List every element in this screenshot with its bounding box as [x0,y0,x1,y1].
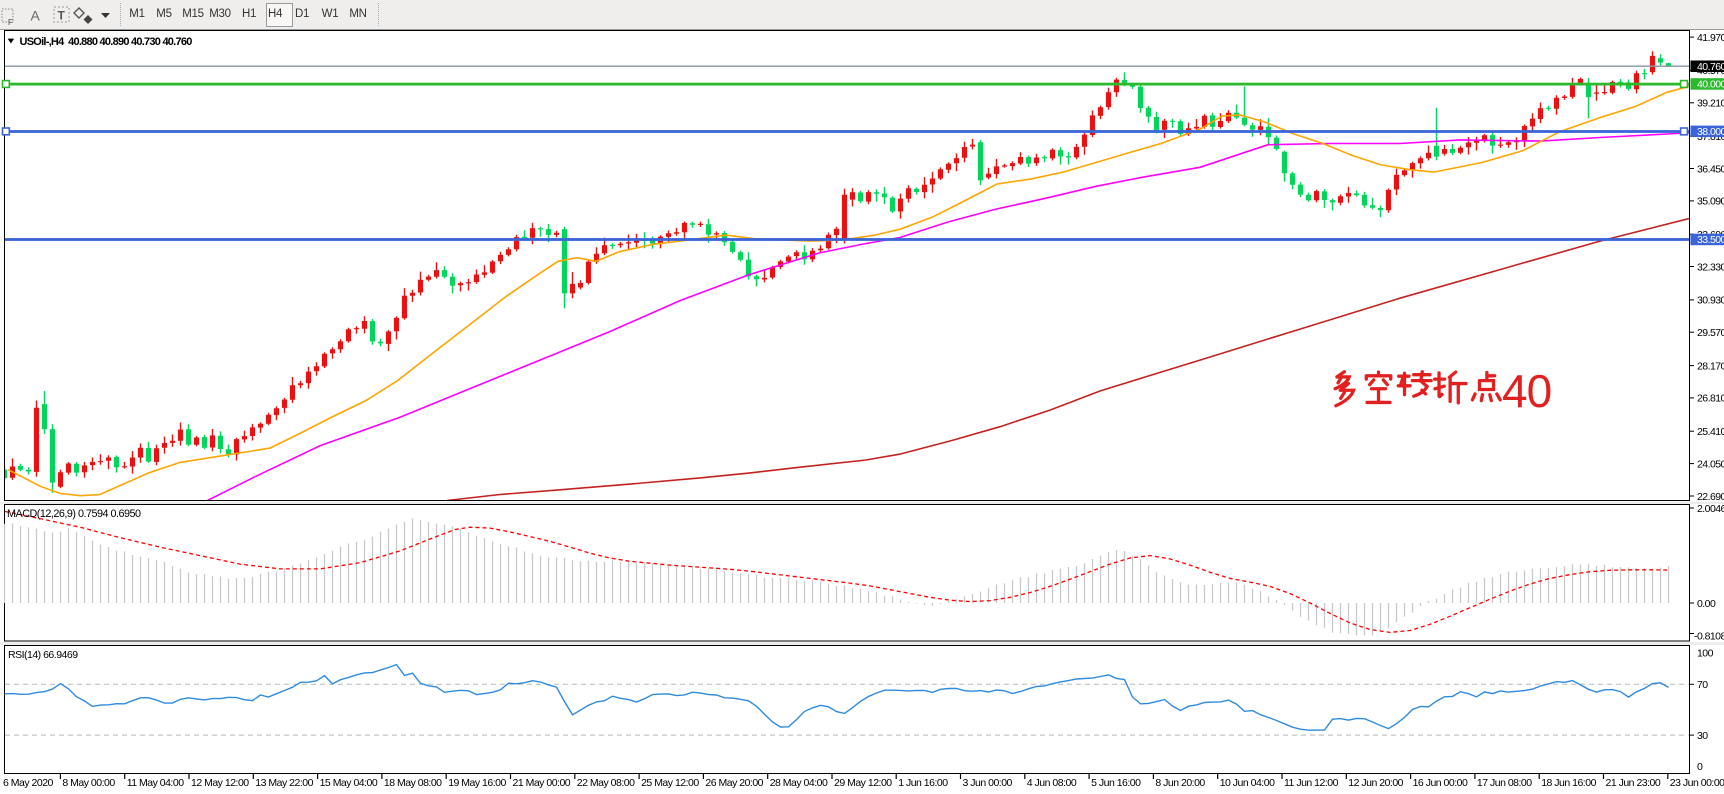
svg-text:13 May 22:00: 13 May 22:00 [255,777,313,789]
svg-text:36.450: 36.450 [1697,163,1724,175]
svg-text:4 Jun 08:00: 4 Jun 08:00 [1027,777,1077,789]
svg-text:33.500: 33.500 [1697,234,1724,246]
svg-text:25 May 12:00: 25 May 12:00 [641,777,699,789]
svg-text:USOil-,H4 40.880 40.890 40.73: USOil-,H4 40.880 40.890 40.730 40.760 [20,36,193,48]
svg-text:18 May 08:00: 18 May 08:00 [384,777,442,789]
svg-text:28 May 04:00: 28 May 04:00 [770,777,828,789]
svg-text:8 Jun 20:00: 8 Jun 20:00 [1155,777,1205,789]
svg-text:T: T [58,9,66,23]
svg-text:12 May 12:00: 12 May 12:00 [191,777,249,789]
svg-text:22 May 08:00: 22 May 08:00 [577,777,635,789]
svg-text:RSI(14) 66.9469: RSI(14) 66.9469 [8,649,78,661]
svg-text:32.330: 32.330 [1697,261,1724,273]
svg-text:0.00: 0.00 [1697,598,1716,610]
svg-text:-0.8108: -0.8108 [1694,630,1724,642]
svg-text:17 Jun 08:00: 17 Jun 08:00 [1477,777,1532,789]
svg-text:F: F [8,18,13,27]
svg-text:12 Jun 20:00: 12 Jun 20:00 [1348,777,1403,789]
svg-text:28.170: 28.170 [1697,360,1724,372]
svg-text:19 May 16:00: 19 May 16:00 [448,777,506,789]
svg-text:6 May 2020: 6 May 2020 [3,777,54,789]
svg-text:11 Jun 12:00: 11 Jun 12:00 [1284,777,1339,789]
svg-text:22.690: 22.690 [1697,491,1724,503]
svg-text:41.970: 41.970 [1697,32,1724,44]
svg-text:25.410: 25.410 [1697,426,1724,438]
svg-text:26.810: 26.810 [1697,393,1724,405]
svg-text:5 Jun 16:00: 5 Jun 16:00 [1091,777,1141,789]
svg-text:24.050: 24.050 [1697,458,1724,470]
svg-text:40.760: 40.760 [1697,61,1724,73]
svg-text:16 Jun 00:00: 16 Jun 00:00 [1413,777,1468,789]
svg-text:21 May 00:00: 21 May 00:00 [513,777,571,789]
svg-text:29.570: 29.570 [1697,327,1724,339]
svg-text:40.000: 40.000 [1697,79,1724,91]
svg-text:35.090: 35.090 [1697,196,1724,208]
svg-text:10 Jun 04:00: 10 Jun 04:00 [1220,777,1275,789]
svg-text:15 May 04:00: 15 May 04:00 [320,777,378,789]
svg-text:3 Jun 00:00: 3 Jun 00:00 [963,777,1013,789]
svg-text:21 Jun 23:00: 21 Jun 23:00 [1606,777,1661,789]
svg-text:8 May 00:00: 8 May 00:00 [62,777,115,789]
svg-text:1 Jun 16:00: 1 Jun 16:00 [898,777,948,789]
svg-text:70: 70 [1697,679,1708,691]
svg-text:39.210: 39.210 [1697,98,1724,110]
svg-text:2.0046: 2.0046 [1697,503,1724,515]
svg-text:38.000: 38.000 [1697,126,1724,138]
svg-text:29 May 12:00: 29 May 12:00 [834,777,892,789]
svg-text:18 Jun 16:00: 18 Jun 16:00 [1541,777,1596,789]
svg-text:23 Jun 00:00: 23 Jun 00:00 [1670,777,1724,789]
svg-text:11 May 04:00: 11 May 04:00 [127,777,185,789]
svg-text:0: 0 [1697,761,1703,773]
svg-text:30.930: 30.930 [1697,295,1724,307]
svg-text:A: A [31,8,41,24]
svg-text:30: 30 [1697,730,1708,742]
svg-text:26 May 20:00: 26 May 20:00 [705,777,763,789]
svg-text:MACD(12,26,9) 0.7594 0.6950: MACD(12,26,9) 0.7594 0.6950 [7,508,141,520]
svg-text:40: 40 [1502,365,1551,417]
svg-text:100: 100 [1697,647,1714,659]
